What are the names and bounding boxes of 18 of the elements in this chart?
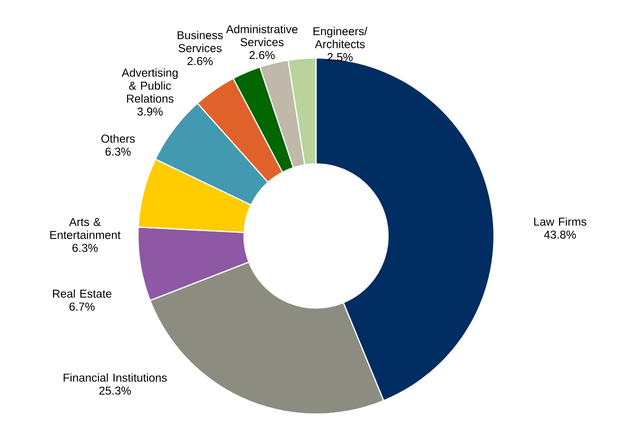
data-label: 6.7% bbox=[70, 302, 95, 311]
slice-label: Financial Institutions bbox=[64, 373, 167, 382]
slice-label: Administrative Services bbox=[226, 24, 298, 46]
data-label: 2.5% bbox=[328, 53, 353, 62]
data-label: 6.3% bbox=[72, 244, 98, 252]
data-label: 43.8% bbox=[544, 230, 576, 239]
slice-label: Engineers/ Architects bbox=[314, 26, 368, 48]
data-label: 6.3% bbox=[106, 148, 131, 156]
slice-label: Advertising & Public Relations bbox=[122, 68, 178, 103]
data-label: 2.6% bbox=[188, 57, 213, 66]
slice-label: Real Estate bbox=[53, 289, 112, 298]
slice-label: Arts & Entertainment bbox=[50, 218, 121, 240]
data-label: 2.6% bbox=[250, 51, 275, 60]
data-label: 25.3% bbox=[99, 386, 131, 395]
data-label: 3.9% bbox=[137, 108, 163, 116]
slice-label: Others bbox=[101, 134, 135, 143]
slice-label: Business Services bbox=[178, 30, 223, 52]
slice-label: Law Firms bbox=[534, 217, 586, 226]
